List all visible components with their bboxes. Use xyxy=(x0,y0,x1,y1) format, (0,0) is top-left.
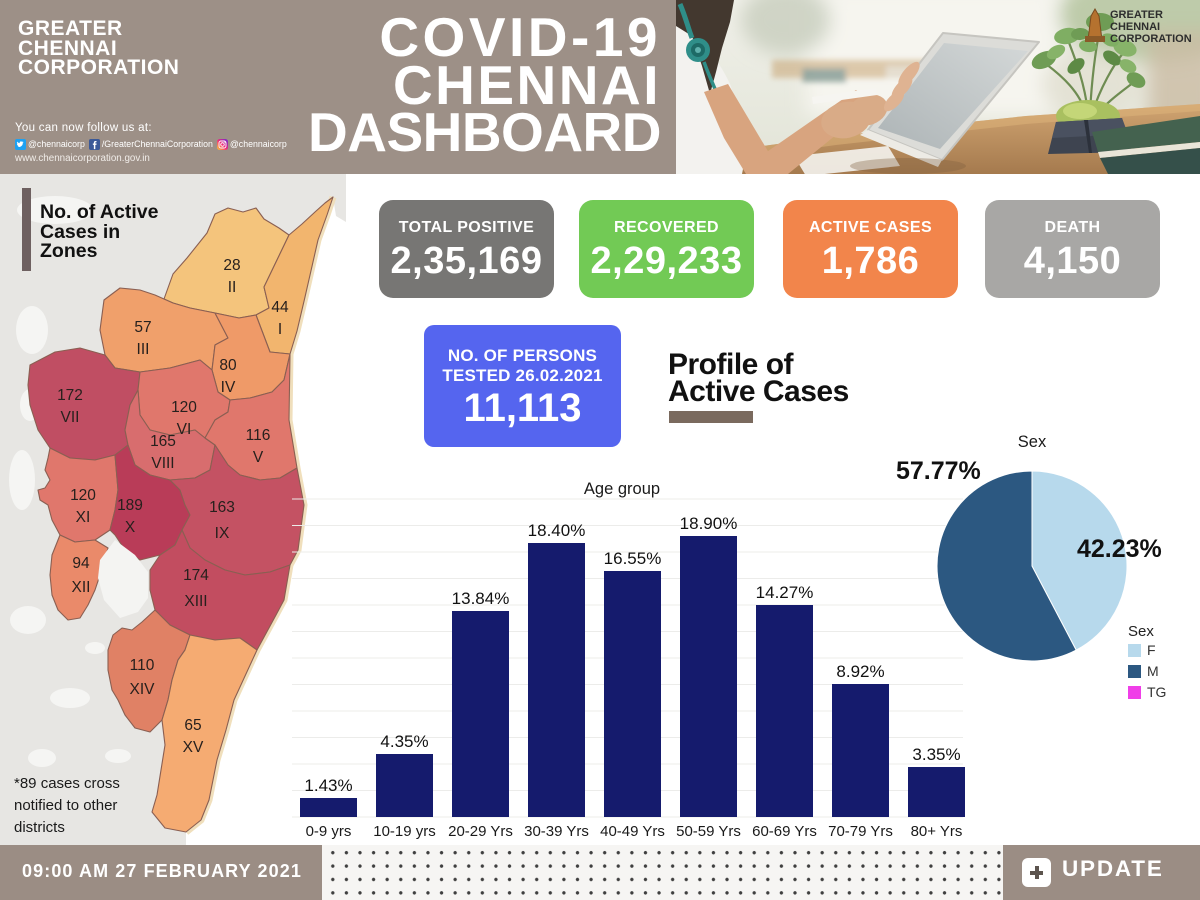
svg-text:60-69 Yrs: 60-69 Yrs xyxy=(752,823,817,840)
svg-text:4.35%: 4.35% xyxy=(380,732,428,751)
svg-text:44: 44 xyxy=(271,299,289,316)
svg-text:VIII: VIII xyxy=(151,455,174,472)
svg-text:V: V xyxy=(253,449,264,466)
svg-text:40-49 Yrs: 40-49 Yrs xyxy=(600,823,665,840)
svg-text:94: 94 xyxy=(72,555,90,572)
svg-text:Sex: Sex xyxy=(1018,433,1047,451)
svg-text:M: M xyxy=(1147,663,1159,679)
svg-text:VII: VII xyxy=(61,409,80,426)
svg-text:IV: IV xyxy=(221,379,236,396)
svg-text:14.27%: 14.27% xyxy=(756,583,814,602)
svg-text:13.84%: 13.84% xyxy=(452,589,510,608)
svg-text:F: F xyxy=(1147,642,1156,658)
svg-text:174: 174 xyxy=(183,567,209,584)
svg-text:3.35%: 3.35% xyxy=(912,745,960,764)
svg-text:Cases in: Cases in xyxy=(40,221,120,243)
svg-text:80: 80 xyxy=(219,357,237,374)
svg-text:XV: XV xyxy=(183,739,204,756)
svg-text:CHENNAI: CHENNAI xyxy=(1110,21,1160,33)
svg-text:II: II xyxy=(228,279,237,296)
svg-text:8.92%: 8.92% xyxy=(836,662,884,681)
svg-text:Zones: Zones xyxy=(40,240,98,262)
svg-text:65: 65 xyxy=(184,717,201,734)
svg-text:notified to other: notified to other xyxy=(14,797,117,814)
svg-text:163: 163 xyxy=(209,499,235,516)
svg-text:XI: XI xyxy=(76,509,91,526)
svg-text:VI: VI xyxy=(177,421,192,438)
svg-text:XIV: XIV xyxy=(130,681,156,698)
svg-text:172: 172 xyxy=(57,387,83,404)
svg-text:IX: IX xyxy=(215,525,230,542)
svg-text:50-59 Yrs: 50-59 Yrs xyxy=(676,823,741,840)
svg-text:18.40%: 18.40% xyxy=(528,521,586,540)
svg-text:30-39 Yrs: 30-39 Yrs xyxy=(524,823,589,840)
svg-text:Sex: Sex xyxy=(1128,623,1154,640)
svg-text:57: 57 xyxy=(134,319,151,336)
svg-text:GREATER: GREATER xyxy=(1110,9,1163,21)
svg-text:1.43%: 1.43% xyxy=(304,776,352,795)
svg-text:TG: TG xyxy=(1147,684,1166,700)
svg-text:80+ Yrs: 80+ Yrs xyxy=(911,823,963,840)
svg-text:110: 110 xyxy=(130,657,155,674)
svg-text:70-79 Yrs: 70-79 Yrs xyxy=(828,823,893,840)
svg-text:No. of Active: No. of Active xyxy=(40,201,159,223)
svg-text:I: I xyxy=(278,321,282,338)
svg-text:districts: districts xyxy=(14,819,65,836)
svg-text:57.77%: 57.77% xyxy=(896,457,981,485)
svg-text:XIII: XIII xyxy=(184,593,207,610)
svg-text:Age group: Age group xyxy=(584,480,660,498)
svg-text:*89 cases cross: *89 cases cross xyxy=(14,775,120,792)
svg-text:42.23%: 42.23% xyxy=(1077,535,1162,563)
svg-text:10-19 yrs: 10-19 yrs xyxy=(373,823,436,840)
svg-text:X: X xyxy=(125,519,136,536)
svg-text:XII: XII xyxy=(72,579,91,596)
svg-text:165: 165 xyxy=(150,433,176,450)
svg-text:189: 189 xyxy=(117,497,143,514)
svg-text:III: III xyxy=(137,341,150,358)
svg-text:16.55%: 16.55% xyxy=(604,549,662,568)
svg-text:116: 116 xyxy=(246,427,271,444)
svg-text:CORPORATION: CORPORATION xyxy=(1110,33,1192,45)
svg-text:18.90%: 18.90% xyxy=(680,514,738,533)
svg-text:120: 120 xyxy=(70,487,96,504)
svg-text:120: 120 xyxy=(171,399,197,416)
svg-text:0-9 yrs: 0-9 yrs xyxy=(306,823,352,840)
svg-text:28: 28 xyxy=(223,257,240,274)
svg-text:20-29 Yrs: 20-29 Yrs xyxy=(448,823,513,840)
